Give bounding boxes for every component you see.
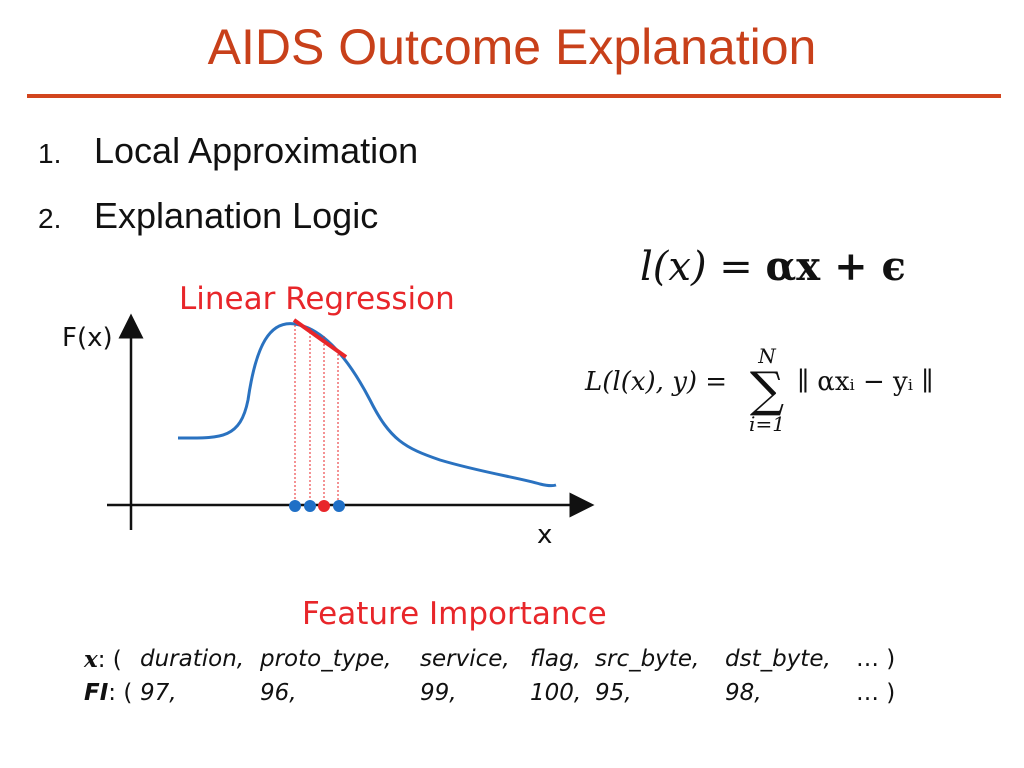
equation-rhs: αx + ϵ bbox=[765, 243, 906, 290]
feature-name: dst_byte, bbox=[725, 646, 831, 672]
equation-lhs: l(x) bbox=[640, 244, 707, 290]
feature-name: flag, bbox=[530, 646, 581, 672]
regression-label: Linear Regression bbox=[179, 281, 455, 317]
feature-name: src_byte, bbox=[595, 646, 700, 672]
instance-point bbox=[318, 500, 330, 512]
list-item-2: 2. Explanation Logic bbox=[38, 195, 378, 237]
importance-score: 95, bbox=[595, 680, 632, 706]
loss-lhs: L(l(x), y) = bbox=[585, 367, 728, 397]
importance-score: 98, bbox=[725, 680, 762, 706]
feature-name: duration, bbox=[140, 646, 245, 672]
list-item-1: 1. Local Approximation bbox=[38, 130, 418, 172]
y-axis-label: F(x) bbox=[62, 323, 113, 353]
regression-line bbox=[292, 318, 348, 359]
feature-name: service, bbox=[420, 646, 510, 672]
importance-score: 97, bbox=[140, 680, 177, 706]
importance-score: … ) bbox=[856, 680, 896, 706]
summation: N ∑ i=1 bbox=[745, 344, 789, 436]
sigma-icon: ∑ bbox=[749, 362, 785, 418]
importance-score: 100, bbox=[530, 680, 582, 706]
sample-point bbox=[304, 500, 316, 512]
list-item-text: Local Approximation bbox=[94, 130, 419, 171]
x-axis-label: x bbox=[537, 520, 553, 550]
importance-score: 99, bbox=[420, 680, 457, 706]
loss-rhs: ∥ αxᵢ − yᵢ ∥ bbox=[797, 367, 934, 397]
slide-title: AIDS Outcome Explanation bbox=[207, 19, 817, 75]
sample-point bbox=[289, 500, 301, 512]
sum-lower-limit: i=1 bbox=[749, 412, 785, 436]
list-item-text: Explanation Logic bbox=[94, 195, 379, 236]
local-model-equation: l(x) = αx + ϵ bbox=[640, 243, 906, 290]
model-curve bbox=[177, 322, 557, 488]
feature-importance-label: Feature Importance bbox=[302, 596, 607, 632]
feature-name: … ) bbox=[856, 646, 896, 672]
sample-point bbox=[333, 500, 345, 512]
fi-key: FI bbox=[84, 680, 109, 706]
importance-score: 96, bbox=[260, 680, 297, 706]
list-item-number: 2. bbox=[38, 203, 62, 234]
feature-name: proto_type, bbox=[260, 646, 392, 672]
feature-key: x bbox=[84, 646, 98, 673]
title-underline bbox=[27, 94, 1001, 98]
sum-upper-limit: N bbox=[758, 344, 776, 368]
equation-equals: = bbox=[719, 244, 753, 290]
list-item-number: 1. bbox=[38, 138, 62, 169]
